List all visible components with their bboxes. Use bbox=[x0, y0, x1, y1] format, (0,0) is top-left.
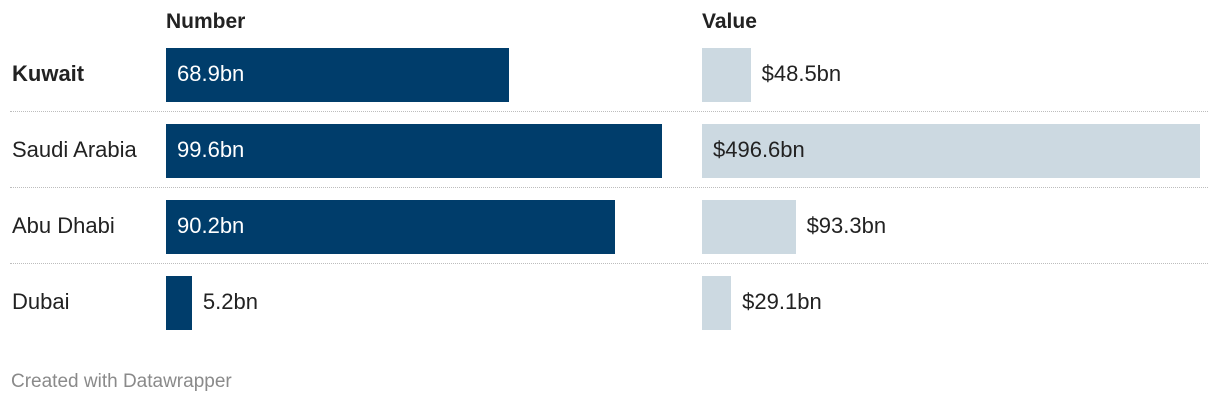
number-bar bbox=[166, 200, 616, 254]
row-label: Kuwait bbox=[12, 61, 85, 86]
row-label: Dubai bbox=[12, 289, 70, 314]
value-bar bbox=[702, 276, 732, 330]
value-bar bbox=[702, 200, 796, 254]
row-label: Abu Dhabi bbox=[12, 213, 115, 238]
number-bar-label: 5.2bn bbox=[202, 289, 258, 314]
number-bar-label: 99.6bn bbox=[177, 137, 245, 162]
table-row: Saudi Arabia 99.6bn $496.6bn bbox=[0, 112, 1220, 188]
number-bar-label: 68.9bn bbox=[177, 61, 245, 86]
number-bar bbox=[166, 124, 662, 178]
row-divider bbox=[10, 263, 1208, 264]
value-bar-label: $496.6bn bbox=[713, 137, 805, 162]
table-row: Abu Dhabi 90.2bn $93.3bn bbox=[0, 188, 1220, 264]
value-bar-label: $29.1bn bbox=[742, 289, 822, 314]
row-divider bbox=[10, 111, 1208, 112]
value-bar-label: $48.5bn bbox=[761, 61, 842, 86]
footer-credit: Created with Datawrapper bbox=[11, 371, 232, 392]
table-row: Kuwait 68.9bn $48.5bn bbox=[0, 36, 1220, 112]
table-row: Dubai 5.2bn $29.1bn bbox=[0, 264, 1220, 340]
number-bar bbox=[166, 48, 510, 102]
value-bar bbox=[702, 48, 751, 102]
number-bar-label: 90.2bn bbox=[177, 213, 245, 238]
number-bar bbox=[166, 276, 192, 330]
row-label: Saudi Arabia bbox=[12, 137, 137, 162]
row-divider bbox=[10, 187, 1208, 188]
number-column-header: Number bbox=[166, 10, 246, 33]
value-column-header: Value bbox=[702, 10, 757, 33]
value-bar bbox=[702, 124, 1200, 178]
value-bar-label: $93.3bn bbox=[806, 213, 887, 238]
